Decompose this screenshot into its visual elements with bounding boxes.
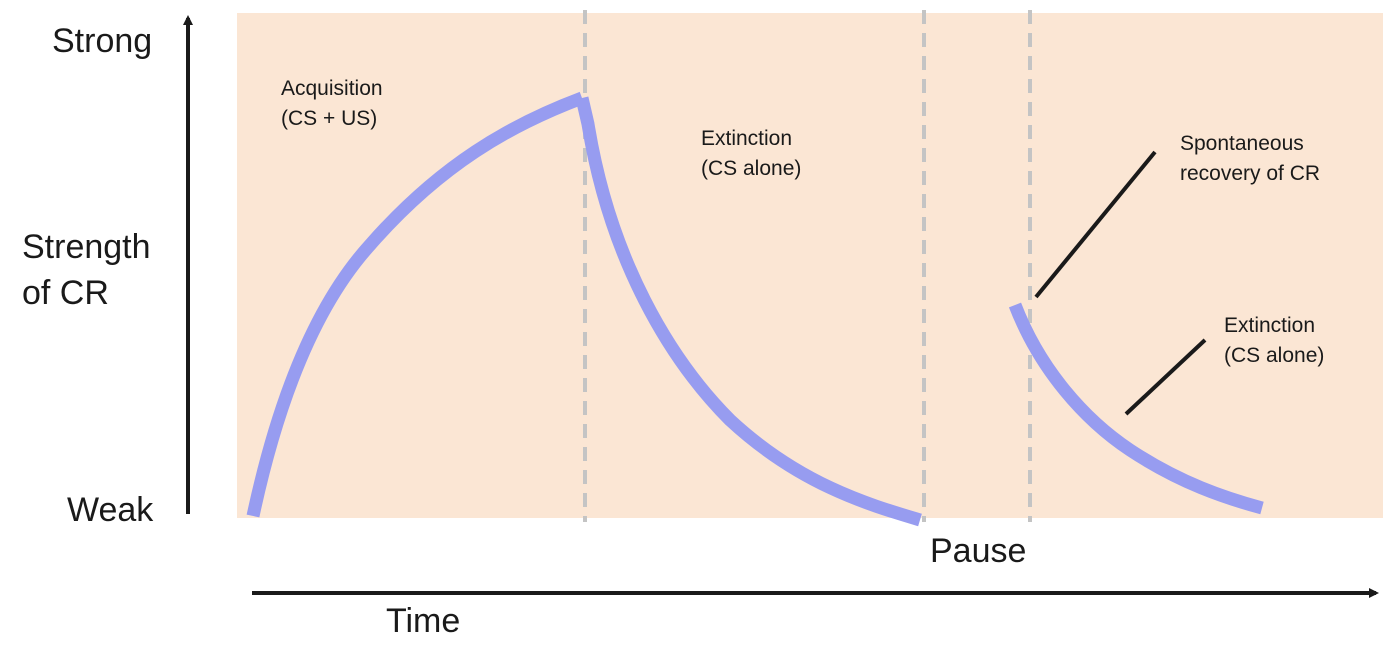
extinction-2-pointer (1124, 338, 1207, 416)
acquisition-label-line2: (CS + US) (281, 107, 377, 130)
x-axis-time-label: Time (386, 602, 460, 640)
plot-background (237, 13, 1383, 518)
extinction-2-label-line2: (CS alone) (1224, 344, 1324, 367)
extinction-curve-1 (575, 96, 922, 527)
extinction-2-label-line1: Extinction (1224, 314, 1315, 337)
extinction-1-label-line2: (CS alone) (701, 157, 801, 180)
acquisition-label-line1: Acquisition (281, 77, 383, 100)
spontaneous-recovery-label-line2: recovery of CR (1180, 162, 1320, 185)
y-axis-weak-label: Weak (67, 491, 154, 529)
spontaneous-recovery-pointer (1034, 150, 1157, 299)
y-axis-title-line2: of CR (22, 274, 109, 312)
spontaneous-recovery-label-line1: Spontaneous (1180, 132, 1304, 155)
pause-label: Pause (930, 532, 1026, 570)
extinction-1-label-line1: Extinction (701, 127, 792, 150)
acquisition-curve (246, 91, 585, 518)
recovery-extinction-curve (1008, 302, 1264, 515)
y-axis-strong-label: Strong (52, 22, 152, 60)
y-axis-title-line1: Strength (22, 228, 151, 266)
